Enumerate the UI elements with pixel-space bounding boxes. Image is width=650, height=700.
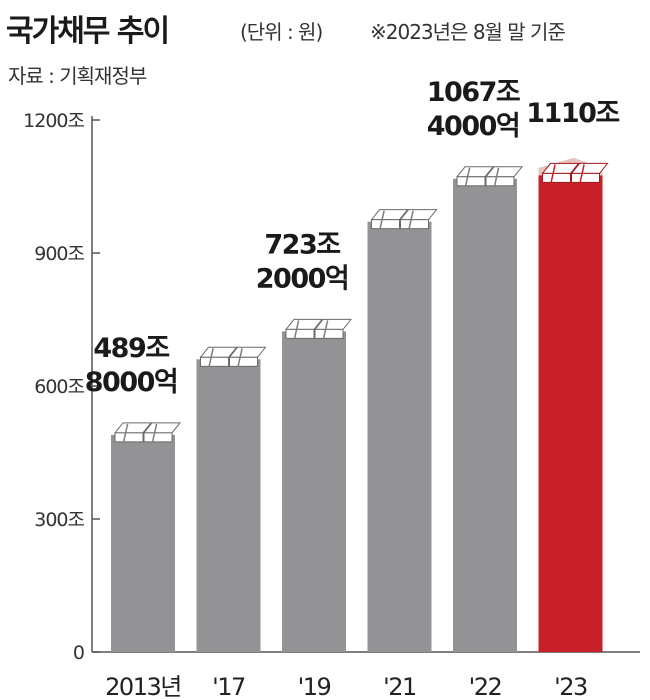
chart-header: 국가채무 추이 (단위 : 원) ※2023년은 8월 말 기준 자료 : 기획… [4, 2, 646, 92]
source-note: 자료 : 기획재정부 [8, 64, 147, 88]
bundle-front [400, 219, 429, 230]
y-tick-label: 300조 [34, 509, 84, 531]
bundle-front [542, 172, 571, 183]
x-category-label: '17 [212, 673, 245, 700]
y-tick-label: 900조 [34, 243, 84, 265]
bundle-band [493, 167, 500, 186]
data-label: 723조 [264, 229, 340, 260]
bundle-band [408, 210, 414, 229]
bundle-band [122, 423, 129, 443]
bundle-band [550, 164, 556, 183]
date-note: ※2023년은 8월 말 기준 [370, 20, 566, 44]
money-bundle-icon [541, 162, 609, 183]
x-category-label: '19 [298, 673, 331, 700]
money-bundle-icon [455, 166, 524, 187]
bundle-front [485, 176, 515, 187]
bundle-front [114, 432, 144, 443]
bar [538, 175, 603, 652]
data-label: 489조 [93, 333, 169, 364]
bundle-band [151, 423, 158, 443]
data-label: 8000억 [85, 367, 178, 398]
bar [453, 178, 517, 652]
data-label: 1067조 [427, 77, 520, 108]
unit-note: (단위 : 원) [240, 20, 323, 44]
bundle-band [293, 320, 300, 339]
bar [367, 221, 432, 653]
bundle-front [285, 328, 315, 339]
bar [282, 331, 346, 652]
bundle-front [571, 172, 600, 183]
data-label: 4000억 [427, 111, 520, 142]
data-label: 2000억 [256, 263, 349, 294]
money-bundle-icon [113, 422, 182, 443]
bundle-band [464, 167, 471, 186]
bundle-front [456, 176, 486, 187]
x-category-label: '23 [554, 673, 587, 700]
data-label: 1110조 [526, 98, 619, 129]
bundle-front [371, 219, 400, 230]
y-tick-label: 1200조 [23, 110, 84, 132]
bar [111, 434, 175, 652]
x-category-label: '21 [383, 673, 416, 700]
bundle-front [200, 356, 229, 367]
money-bundle-icon [370, 209, 438, 230]
bundle-band [379, 210, 385, 229]
chart-title: 국가채무 추이 [6, 14, 170, 49]
money-bundle-icon [199, 346, 267, 367]
y-tick-label: 600조 [34, 376, 84, 398]
y-tick-label: 0 [73, 642, 84, 664]
bundle-band [322, 320, 329, 339]
bundle-front [314, 328, 344, 339]
bundle-band [579, 164, 585, 183]
x-category-label: '22 [469, 673, 502, 700]
bundle-front [229, 356, 258, 367]
bundle-band [208, 348, 214, 367]
x-category-label: 2013년 [105, 673, 181, 700]
bundle-front [143, 432, 173, 443]
bar [196, 359, 261, 652]
money-bundle-icon [284, 318, 353, 339]
bundle-band [237, 348, 243, 367]
